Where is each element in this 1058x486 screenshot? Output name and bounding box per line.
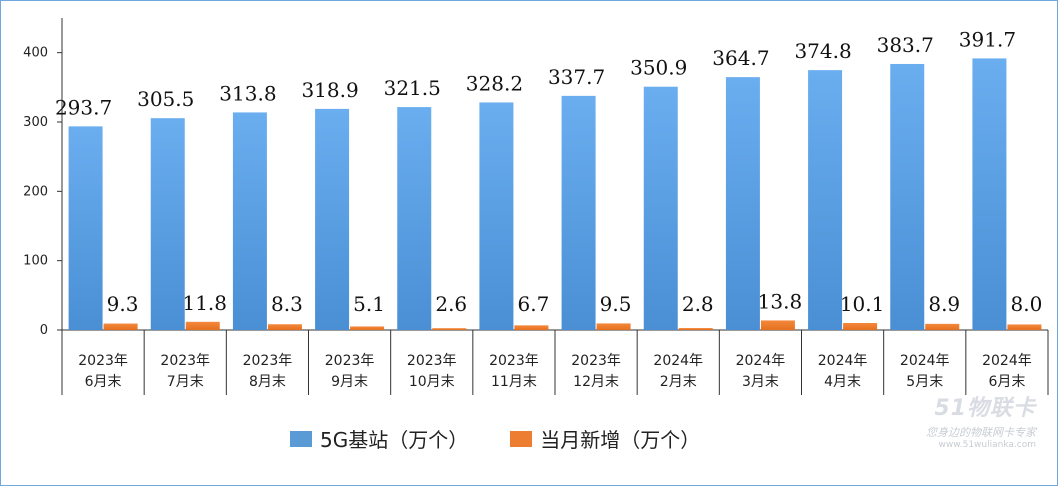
legend-item-monthly-new: 当月新增（万个） bbox=[510, 424, 700, 453]
x-tick-label-year: 2024年 bbox=[653, 353, 703, 369]
x-tick-label-year: 2023年 bbox=[489, 353, 539, 369]
x-tick-label-month: 7月末 bbox=[167, 374, 204, 390]
x-tick-label-month: 6月末 bbox=[988, 374, 1025, 390]
data-label-5g-base-stations: 313.8 bbox=[219, 81, 276, 105]
data-label-monthly-new: 13.8 bbox=[758, 289, 803, 313]
data-label-5g-base-stations: 318.9 bbox=[301, 78, 358, 102]
x-tick-label-year: 2024年 bbox=[982, 353, 1032, 369]
x-tick-label-month: 4月末 bbox=[824, 374, 861, 390]
data-label-monthly-new: 5.1 bbox=[353, 292, 385, 316]
data-label-5g-base-stations: 328.2 bbox=[466, 71, 523, 95]
x-tick-label-year: 2024年 bbox=[736, 353, 786, 369]
watermark: 51物联卡 您身边的物联网卡专家 www.51wulianka.com bbox=[926, 390, 1036, 450]
x-tick-label-year: 2024年 bbox=[900, 353, 950, 369]
y-tick-label: 200 bbox=[23, 184, 48, 199]
x-tick-label-year: 2023年 bbox=[160, 353, 210, 369]
bar-monthly-new bbox=[925, 323, 960, 330]
y-tick-label: 300 bbox=[23, 115, 48, 130]
bar-monthly-new bbox=[760, 320, 795, 330]
y-tick-label: 0 bbox=[40, 323, 48, 338]
data-label-5g-base-stations: 350.9 bbox=[630, 56, 687, 80]
x-tick-label-year: 2023年 bbox=[243, 353, 293, 369]
bar-5g-base-stations bbox=[643, 86, 678, 330]
data-label-monthly-new: 8.3 bbox=[271, 292, 303, 316]
data-labels: 293.7 305.5 313.8 318.9 321.5 328.2 337.7 350.9… bbox=[55, 27, 1042, 316]
bar-5g-base-stations bbox=[725, 77, 760, 331]
bar-5g-base-stations bbox=[232, 112, 267, 330]
bar-5g-base-stations bbox=[479, 102, 514, 330]
x-tick-label-year: 2023年 bbox=[78, 353, 128, 369]
data-label-monthly-new: 2.6 bbox=[435, 292, 467, 316]
legend-swatch-orange bbox=[510, 430, 533, 447]
bar-monthly-new bbox=[267, 324, 302, 330]
bar-monthly-new bbox=[596, 323, 631, 330]
data-label-monthly-new: 8.0 bbox=[1011, 292, 1043, 316]
bar-5g-base-stations bbox=[315, 108, 350, 330]
bar-monthly-new bbox=[843, 322, 878, 330]
x-tick-label-month: 10月末 bbox=[409, 374, 455, 390]
bar-monthly-new bbox=[1007, 324, 1042, 330]
x-tick-label-year: 2023年 bbox=[325, 353, 375, 369]
legend-label-monthly-new: 当月新增（万个） bbox=[540, 428, 701, 452]
x-tick-label-year: 2023年 bbox=[571, 353, 621, 369]
x-tick-label-month: 8月末 bbox=[249, 374, 286, 390]
bar-monthly-new bbox=[103, 323, 138, 330]
x-tick-label-month: 5月末 bbox=[906, 374, 943, 390]
data-label-5g-base-stations: 337.7 bbox=[548, 65, 605, 89]
bar-5g-base-stations bbox=[397, 107, 432, 331]
bar-5g-base-stations bbox=[972, 58, 1007, 331]
bar-5g-base-stations bbox=[808, 70, 843, 330]
watermark-slogan: 您身边的物联网卡专家 bbox=[926, 426, 1036, 439]
bar-5g-base-stations bbox=[890, 63, 925, 331]
legend-swatch-blue bbox=[290, 430, 312, 447]
bar-monthly-new bbox=[514, 325, 549, 330]
x-tick-label-month: 6月末 bbox=[85, 374, 122, 390]
bar-5g-base-stations bbox=[561, 95, 596, 331]
data-label-monthly-new: 6.7 bbox=[518, 292, 550, 316]
bar-monthly-new bbox=[432, 328, 467, 330]
bar-monthly-new bbox=[678, 328, 713, 330]
data-label-monthly-new: 8.9 bbox=[928, 292, 960, 316]
bar-monthly-new bbox=[350, 326, 385, 330]
data-label-5g-base-stations: 383.7 bbox=[877, 33, 934, 57]
x-tick-label-year: 2023年 bbox=[407, 353, 457, 369]
x-tick-label-year: 2024年 bbox=[818, 353, 868, 369]
data-label-monthly-new: 2.8 bbox=[682, 292, 714, 316]
data-label-monthly-new: 11.8 bbox=[182, 291, 227, 315]
y-tick-label: 400 bbox=[23, 46, 48, 61]
bar-monthly-new bbox=[185, 321, 220, 330]
legend: 5G基站（万个） 当月新增（万个） bbox=[290, 424, 700, 453]
data-label-monthly-new: 9.5 bbox=[600, 292, 632, 316]
axes: 0 100 200 300 400 2023年 6月末 2023年 7月末 2023年 8月末 202… bbox=[23, 18, 1049, 395]
data-label-5g-base-stations: 391.7 bbox=[959, 27, 1016, 51]
data-label-monthly-new: 10.1 bbox=[840, 292, 885, 316]
watermark-logo: 51物联卡 bbox=[934, 396, 1036, 421]
y-tick-label: 100 bbox=[23, 254, 48, 269]
x-tick-label-month: 12月末 bbox=[573, 374, 619, 390]
legend-label-5g-base-stations: 5G基站（万个） bbox=[320, 428, 469, 452]
x-tick-label-month: 2月末 bbox=[660, 374, 697, 390]
data-label-5g-base-stations: 364.7 bbox=[712, 46, 769, 70]
x-tick-label-month: 9月末 bbox=[331, 374, 368, 390]
x-tick-label-month: 11月末 bbox=[491, 374, 537, 390]
data-label-5g-base-stations: 293.7 bbox=[55, 95, 112, 119]
bar-5g-base-stations bbox=[150, 118, 185, 330]
data-label-monthly-new: 9.3 bbox=[107, 292, 139, 316]
data-label-5g-base-stations: 305.5 bbox=[137, 87, 194, 111]
legend-item-5g-base-stations: 5G基站（万个） bbox=[290, 424, 468, 453]
x-tick-label-month: 3月末 bbox=[742, 374, 779, 390]
bars bbox=[68, 58, 1042, 331]
data-label-5g-base-stations: 374.8 bbox=[794, 39, 851, 63]
bar-5g-base-stations bbox=[68, 126, 103, 330]
watermark-url: www.51wulianka.com bbox=[938, 440, 1036, 450]
data-label-5g-base-stations: 321.5 bbox=[384, 76, 441, 100]
